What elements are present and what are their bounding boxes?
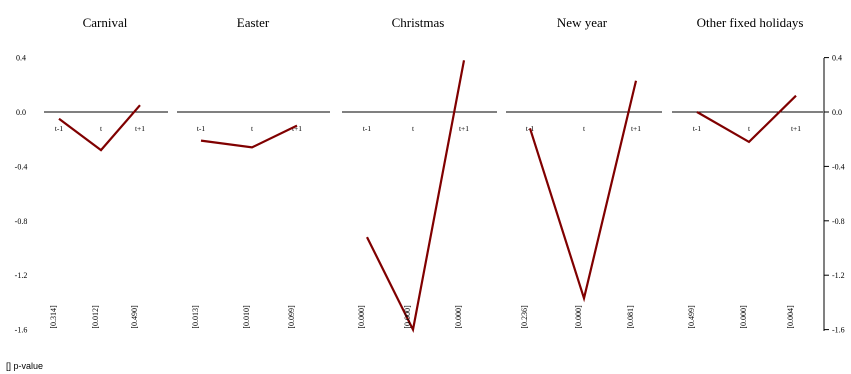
y-tick-label-right: -1.2 [832, 271, 845, 280]
x-tick-label: t [583, 124, 586, 133]
p-value-label: [0.010] [242, 305, 251, 329]
y-tick-label-left: -0.4 [15, 162, 28, 171]
y-tick-label-left: -1.6 [15, 326, 28, 335]
y-tick-label-right: 0.4 [832, 54, 842, 63]
p-value-label: [0.000] [357, 305, 366, 329]
p-value-label: [0.000] [574, 305, 583, 329]
series-line [366, 60, 466, 334]
y-axis-right: 0.4 0.0 -0.4 -0.8 -1.2 -1.6 [823, 54, 845, 335]
panel-title: Easter [237, 15, 270, 30]
panel-title: Christmas [392, 15, 445, 30]
panel-title: Carnival [83, 15, 128, 30]
x-tick-label: t-1 [55, 124, 64, 133]
x-tick-label: t [412, 124, 415, 133]
y-tick-label-right: -1.6 [832, 326, 845, 335]
p-value-label: [0.236] [520, 305, 529, 329]
p-value-label: [0.314] [49, 305, 58, 329]
p-value-label: [0.013] [191, 305, 200, 329]
x-tick-label: t+1 [292, 124, 302, 133]
series-line [200, 124, 298, 149]
p-value-label: [0.012] [91, 305, 100, 329]
y-axis-left: 0.4 0.0 -0.4 -0.8 -1.2 -1.6 [15, 54, 28, 335]
p-value-label: [0.000] [403, 305, 412, 329]
panel-1: Carnival t-1 t t+1 [0.314] [0.012] [0.490] [44, 15, 168, 329]
footnote: [] p-value [6, 361, 43, 371]
p-value-label: [0.004] [786, 305, 795, 329]
y-tick-label-right: -0.4 [832, 162, 845, 171]
p-value-label: [0.000] [739, 305, 748, 329]
series-line [696, 94, 797, 144]
x-tick-label: t-1 [363, 124, 372, 133]
x-tick-label: t+1 [791, 124, 801, 133]
x-tick-label: t-1 [693, 124, 702, 133]
panel-title: Other fixed holidays [697, 15, 804, 30]
panel-2: Easter t-1 t t+1 [0.013] [0.010] [0.099] [177, 15, 330, 329]
p-value-label: [0.099] [287, 305, 296, 329]
y-tick-label-left: -0.8 [15, 217, 28, 226]
panels-group: Carnival t-1 t t+1 [0.314] [0.012] [0.490] East… [44, 15, 823, 334]
p-value-label: [0.490] [130, 305, 139, 329]
y-tick-label-left: 0.0 [16, 108, 26, 117]
x-tick-label: t [251, 124, 254, 133]
x-tick-label: t+1 [631, 124, 641, 133]
x-tick-label: t+1 [459, 124, 469, 133]
series-line [528, 80, 638, 303]
y-tick-label-right: 0.0 [832, 108, 842, 117]
p-value-label: [0.000] [454, 305, 463, 329]
panel-5: Other fixed holidays t-1 t t+1 [0.499] [0.000… [672, 15, 823, 329]
panel-3: Christmas t-1 t t+1 [0.000] [0.000] [0.000] [342, 15, 497, 334]
y-tick-label-right: -0.8 [832, 217, 845, 226]
p-value-label: [0.499] [687, 305, 696, 329]
x-tick-label: t+1 [135, 124, 145, 133]
p-value-label: [0.081] [626, 305, 635, 329]
x-tick-label: t [748, 124, 751, 133]
x-tick-label: t [100, 124, 103, 133]
panel-title: New year [557, 15, 608, 30]
x-tick-label: t-1 [197, 124, 206, 133]
y-tick-label-left: 0.4 [16, 54, 26, 63]
y-tick-label-left: -1.2 [15, 271, 28, 280]
